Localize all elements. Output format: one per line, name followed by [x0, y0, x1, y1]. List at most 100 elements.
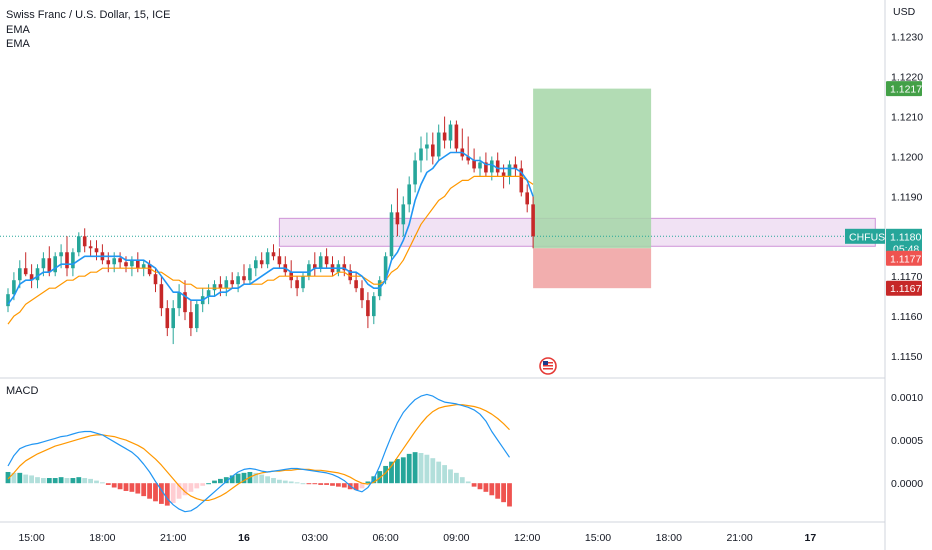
candle[interactable]	[442, 116, 447, 149]
candle[interactable]	[295, 276, 299, 297]
candle[interactable]	[466, 136, 470, 165]
candle[interactable]	[395, 188, 400, 237]
price-axis[interactable]: 1.1230 1.1220 1.1210 1.1200 1.1190 1.1160 1.11…	[891, 32, 923, 363]
candle[interactable]	[82, 228, 87, 253]
candle[interactable]	[525, 184, 529, 213]
candle-body	[206, 290, 211, 297]
macd-histogram-bar	[46, 478, 52, 484]
candle[interactable]	[454, 120, 459, 153]
candle[interactable]	[519, 160, 524, 197]
candle[interactable]	[171, 300, 175, 345]
macd-histogram-bar	[123, 483, 129, 491]
candle[interactable]	[277, 248, 282, 269]
candle[interactable]	[307, 260, 311, 281]
candle[interactable]	[77, 232, 81, 257]
candle[interactable]	[189, 300, 193, 337]
candle[interactable]	[183, 280, 187, 321]
candle[interactable]	[88, 240, 93, 257]
macd-histogram-bar	[383, 465, 388, 484]
candle[interactable]	[425, 132, 429, 161]
candle[interactable]	[230, 272, 234, 289]
candle[interactable]	[71, 248, 75, 277]
candle[interactable]	[118, 252, 122, 269]
candle[interactable]	[242, 264, 246, 285]
candle[interactable]	[407, 176, 411, 213]
candle-body	[324, 256, 329, 265]
macd-histogram-bar	[5, 471, 11, 484]
time-axis[interactable]: 15:00 18:00 21:00 16 03:00 06:00 09:00 12:00 15:…	[18, 532, 816, 544]
candle[interactable]	[206, 284, 211, 305]
ema-legend-2[interactable]: EMA	[6, 38, 30, 50]
candle[interactable]	[165, 300, 170, 337]
ema-legend-1[interactable]: EMA	[6, 24, 30, 36]
candle[interactable]	[271, 244, 276, 261]
us-flag-event-icon[interactable]	[539, 357, 557, 375]
drawing-zones[interactable]	[278, 88, 876, 289]
candle[interactable]	[366, 292, 370, 329]
candle[interactable]	[47, 246, 52, 277]
candle-body	[195, 304, 199, 329]
macd-histogram-bar	[200, 483, 206, 486]
candle[interactable]	[259, 252, 264, 269]
candle[interactable]	[65, 236, 69, 277]
candle-body	[531, 204, 535, 237]
candle[interactable]	[448, 120, 453, 149]
candle[interactable]	[507, 160, 512, 185]
candle[interactable]	[265, 248, 270, 269]
candle[interactable]	[254, 256, 258, 277]
candle[interactable]	[354, 272, 358, 293]
macd-histogram-bar	[35, 477, 40, 484]
candle[interactable]	[495, 152, 500, 177]
candle[interactable]	[401, 196, 406, 237]
take-profit-zone[interactable]	[533, 88, 652, 249]
macd-histogram-bar	[88, 478, 93, 484]
candle-body	[513, 164, 518, 169]
candle[interactable]	[313, 252, 317, 277]
candle[interactable]	[513, 156, 518, 177]
chart-background	[0, 0, 886, 550]
candle-body	[389, 212, 394, 257]
stop-loss-zone[interactable]	[533, 248, 652, 289]
candle-body	[177, 292, 181, 309]
candle[interactable]	[419, 136, 423, 173]
candle[interactable]	[136, 252, 140, 273]
candle[interactable]	[301, 272, 305, 293]
candle[interactable]	[29, 264, 34, 289]
macd-pane[interactable]	[5, 393, 512, 513]
macd-histogram-bar	[501, 483, 506, 503]
macd-histogram-bar	[265, 476, 270, 484]
candle[interactable]	[348, 264, 352, 285]
candle-body	[413, 160, 417, 185]
candle[interactable]	[195, 300, 199, 333]
candle[interactable]	[6, 288, 10, 313]
candle[interactable]	[324, 248, 329, 269]
candle-body	[472, 160, 476, 169]
candle[interactable]	[372, 292, 376, 325]
candle[interactable]	[436, 124, 441, 161]
macd-histogram-bar	[223, 477, 229, 484]
currency-label[interactable]: USD	[893, 6, 916, 18]
macd-histogram-bar	[341, 483, 347, 488]
candle[interactable]	[360, 280, 364, 309]
candle[interactable]	[124, 256, 128, 273]
candle[interactable]	[53, 252, 57, 277]
candle-body	[519, 168, 524, 193]
candle[interactable]	[531, 196, 535, 249]
candle[interactable]	[159, 276, 164, 317]
time-tick-label: 21:00	[726, 532, 752, 544]
candlestick-series[interactable]	[6, 116, 535, 345]
candle-body	[348, 270, 352, 281]
macd-axis[interactable]: 0.0010 0.0005 0.0000	[891, 392, 923, 490]
symbol-title[interactable]: Swiss Franc / U.S. Dollar, 15, ICE	[6, 9, 171, 21]
candle[interactable]	[389, 204, 394, 261]
candle[interactable]	[431, 132, 435, 165]
candle[interactable]	[413, 152, 417, 193]
candle[interactable]	[177, 284, 181, 317]
candle[interactable]	[23, 252, 28, 277]
time-tick-label: 09:00	[443, 532, 469, 544]
macd-legend[interactable]: MACD	[6, 385, 39, 397]
macd-tick-label: 0.0005	[891, 435, 923, 447]
candle-body	[236, 276, 240, 285]
candle[interactable]	[248, 264, 252, 285]
